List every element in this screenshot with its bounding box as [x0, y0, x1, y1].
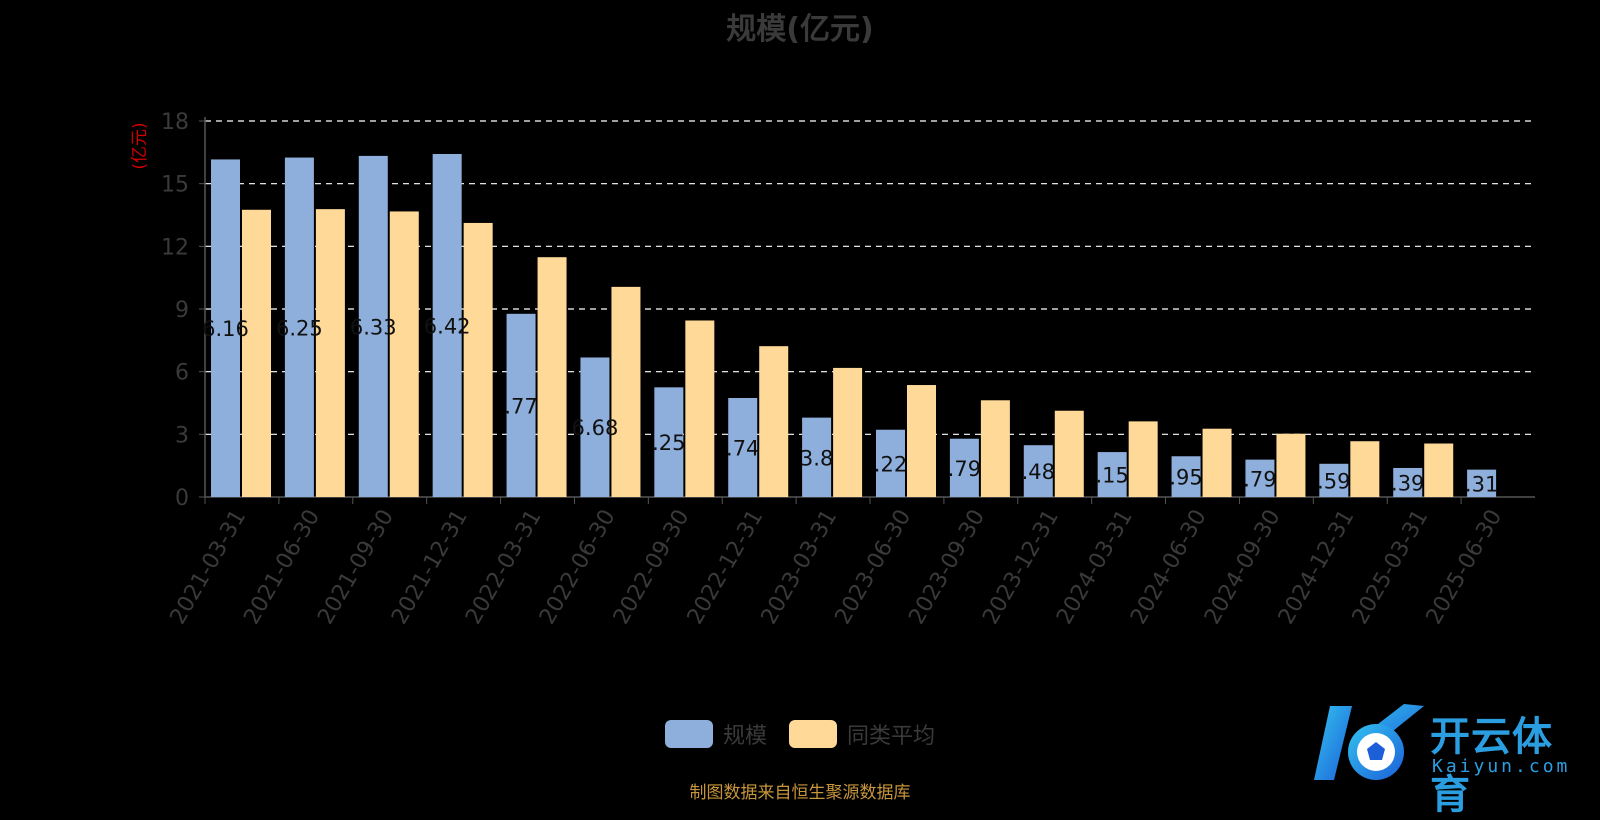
data-label-scale: .95: [1169, 466, 1202, 490]
x-tick-label: 2021-03-31: [166, 506, 252, 629]
x-tick-label: 2023-03-31: [757, 506, 843, 629]
bar-scale: [1319, 463, 1349, 497]
bar-scale: [1467, 469, 1497, 497]
x-tick-label: 2024-03-31: [1052, 506, 1138, 629]
legend: 规模 同类平均: [0, 718, 1600, 750]
data-labels: 6.16 6.25 6.33 6.42 .77 6.68 .25 .74 3.8 .22 .79 .4…: [202, 315, 1498, 497]
bars: [211, 154, 1497, 498]
x-tick-label: 2025-06-30: [1422, 506, 1508, 629]
x-tick-label: 2025-03-31: [1348, 506, 1434, 629]
data-label-scale: .39: [1391, 471, 1424, 495]
bar-peer-average: [1128, 421, 1158, 497]
bar-peer-average: [1424, 443, 1454, 497]
data-label-scale: .79: [1243, 467, 1276, 491]
bar-peer-average: [537, 257, 567, 497]
x-tick-label: 2021-09-30: [313, 506, 399, 629]
bar-scale: [358, 155, 388, 497]
data-label-scale: .79: [948, 457, 981, 481]
legend-label-peer-average: 同类平均: [847, 724, 936, 749]
watermark-logo: 开云体育 Kaiyun.com: [1312, 698, 1592, 818]
bar-scale: [728, 397, 758, 497]
y-tick-label: 12: [161, 235, 189, 260]
data-label-scale: 6.42: [424, 315, 471, 339]
bar-scale: [802, 417, 832, 497]
y-tick-label: 9: [175, 298, 189, 323]
bar-chart: 0 3 6 9 12 15 18 2021-03-312021-06-302021-09-30…: [130, 110, 1535, 629]
data-label-scale: .74: [726, 436, 759, 460]
data-label-scale: 6.68: [572, 416, 619, 440]
chart-title: 规模(亿元): [726, 12, 874, 47]
data-label-scale: 6.33: [350, 315, 397, 339]
data-label-scale: .59: [1317, 469, 1350, 493]
bar-scale: [876, 429, 905, 497]
x-tick-label: 2023-12-31: [978, 506, 1064, 629]
data-label-scale: .31: [1465, 472, 1498, 496]
bar-scale: [654, 387, 684, 497]
bar-peer-average: [759, 346, 789, 497]
bar-peer-average: [463, 222, 493, 497]
bar-scale: [580, 357, 610, 497]
x-tick-label: 2022-12-31: [683, 506, 769, 629]
bar-peer-average: [315, 209, 345, 497]
legend-item-peer-average[interactable]: 同类平均: [789, 718, 935, 750]
data-label-scale: .77: [504, 394, 537, 418]
data-source-note: 制图数据来自恒生聚源数据库: [689, 783, 911, 803]
x-tick-label: 2024-09-30: [1200, 506, 1286, 629]
data-label-scale: .15: [1095, 464, 1128, 488]
bar-peer-average: [1350, 441, 1380, 497]
bar-peer-average: [685, 320, 715, 497]
data-label-scale: 6.25: [276, 316, 323, 340]
x-tick-label: 2021-06-30: [239, 506, 325, 629]
x-tick-label: 2021-12-31: [387, 505, 473, 628]
bar-peer-average: [389, 211, 419, 497]
data-label-scale: .48: [1022, 460, 1055, 484]
bar-peer-average: [980, 400, 1010, 497]
x-tick-label: 2024-12-31: [1274, 506, 1360, 629]
legend-swatch-scale: [664, 720, 713, 748]
x-tick-label: 2023-06-30: [831, 506, 917, 629]
y-tick-label: 0: [175, 486, 189, 511]
kaiyun-logo-icon: [1314, 704, 1424, 780]
bar-scale: [1245, 459, 1275, 497]
watermark-domain: Kaiyun.com: [1432, 756, 1571, 777]
x-tick-label: 2022-09-30: [609, 506, 695, 629]
bar-scale: [432, 154, 462, 497]
x-tick-label: 2024-06-30: [1126, 506, 1212, 629]
bar-peer-average: [1054, 410, 1084, 497]
bar-scale: [1023, 445, 1053, 497]
y-tick-label: 6: [175, 361, 189, 386]
bar-peer-average: [1276, 433, 1306, 497]
data-label-scale: 3.8: [800, 446, 833, 470]
data-label-scale: 6.16: [202, 317, 249, 341]
bar-scale: [1393, 467, 1423, 497]
legend-label-scale: 规模: [722, 724, 767, 749]
bar-scale: [1171, 456, 1201, 497]
y-tick-label: 18: [161, 110, 189, 135]
data-label-scale: .25: [652, 431, 685, 455]
bar-scale: [949, 438, 979, 497]
legend-swatch-peer-average: [789, 720, 837, 748]
legend-item-scale[interactable]: 规模: [664, 718, 767, 750]
bar-peer-average: [1202, 428, 1232, 497]
x-tick-label: 2023-09-30: [904, 505, 990, 628]
y-axis-unit-label: (亿元): [130, 122, 150, 169]
x-tick-label: 2022-03-31: [461, 506, 547, 629]
y-tick-label: 3: [175, 423, 189, 448]
bar-peer-average: [611, 286, 641, 497]
bar-scale: [211, 159, 240, 498]
x-tick-label: 2022-06-30: [535, 506, 621, 629]
data-label-scale: .22: [874, 452, 907, 476]
bar-scale: [506, 313, 536, 497]
grid-lines: [205, 120, 1535, 435]
y-tick-label: 15: [161, 173, 189, 198]
bar-peer-average: [907, 385, 936, 497]
bar-scale: [1097, 452, 1127, 497]
bar-scale: [284, 157, 314, 498]
bar-peer-average: [242, 209, 271, 497]
bar-peer-average: [833, 367, 863, 497]
